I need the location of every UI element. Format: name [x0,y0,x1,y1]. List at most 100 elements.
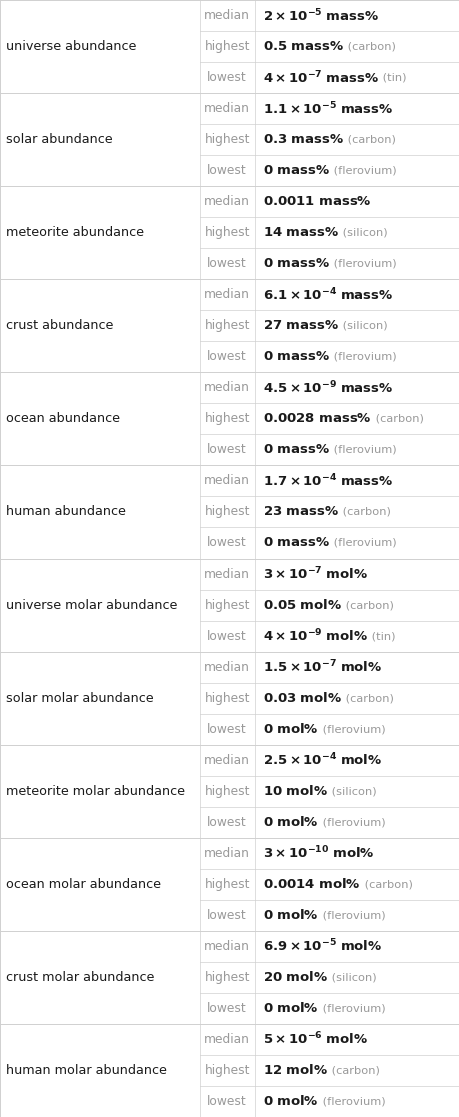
Text: $\mathbf{0\ mass\%}$: $\mathbf{0\ mass\%}$ [263,536,330,550]
Text: (flerovium): (flerovium) [330,259,397,269]
Text: $\mathbf{4 \times 10^{-7}}$ $\mathbf{mass\%}$: $\mathbf{4 \times 10^{-7}}$ $\mathbf{mas… [263,69,379,86]
Text: highest: highest [204,412,250,426]
Text: lowest: lowest [207,443,247,457]
Text: median: median [204,1033,250,1046]
Text: lowest: lowest [207,257,247,270]
Text: $\mathbf{2 \times 10^{-5}}$ $\mathbf{mass\%}$: $\mathbf{2 \times 10^{-5}}$ $\mathbf{mas… [263,7,379,23]
Text: (carbon): (carbon) [372,414,424,423]
Text: median: median [204,9,250,22]
Text: $\mathbf{1.5 \times 10^{-7}}$ $\mathbf{mol\%}$: $\mathbf{1.5 \times 10^{-7}}$ $\mathbf{m… [263,659,382,676]
Text: highest: highest [204,1065,250,1077]
Text: crust abundance: crust abundance [6,319,113,332]
Text: $\mathbf{0\ mass\%}$: $\mathbf{0\ mass\%}$ [263,351,330,363]
Text: median: median [204,475,250,487]
Text: median: median [204,567,250,581]
Text: (tin): (tin) [379,73,407,83]
Text: $\mathbf{0\ mol\%}$: $\mathbf{0\ mol\%}$ [263,1095,319,1108]
Text: $\mathbf{0.0014\ mol\%}$: $\mathbf{0.0014\ mol\%}$ [263,877,361,891]
Text: (flerovium): (flerovium) [330,538,397,548]
Text: median: median [204,381,250,394]
Text: $\mathbf{23\ mass\%}$: $\mathbf{23\ mass\%}$ [263,506,339,518]
Text: $\mathbf{0\ mass\%}$: $\mathbf{0\ mass\%}$ [263,257,330,270]
Text: median: median [204,288,250,302]
Text: median: median [204,102,250,115]
Text: solar molar abundance: solar molar abundance [6,691,153,705]
Text: $\mathbf{0\ mol\%}$: $\mathbf{0\ mol\%}$ [263,723,319,736]
Text: meteorite abundance: meteorite abundance [6,227,144,239]
Text: $\mathbf{6.1 \times 10^{-4}}$ $\mathbf{mass\%}$: $\mathbf{6.1 \times 10^{-4}}$ $\mathbf{m… [263,286,393,303]
Text: lowest: lowest [207,909,247,922]
Text: (silicon): (silicon) [328,973,376,982]
Text: $\mathbf{0\ mol\%}$: $\mathbf{0\ mol\%}$ [263,815,319,829]
Text: highest: highest [204,40,250,52]
Text: highest: highest [204,133,250,146]
Text: $\mathbf{12\ mol\%}$: $\mathbf{12\ mol\%}$ [263,1063,328,1078]
Text: crust molar abundance: crust molar abundance [6,971,154,984]
Text: median: median [204,195,250,208]
Text: (silicon): (silicon) [339,228,388,238]
Text: $\mathbf{0\ mass\%}$: $\mathbf{0\ mass\%}$ [263,443,330,457]
Text: highest: highest [204,319,250,332]
Text: (carbon): (carbon) [342,694,394,703]
Text: $\mathbf{5 \times 10^{-6}}$ $\mathbf{mol\%}$: $\mathbf{5 \times 10^{-6}}$ $\mathbf{mol… [263,1031,368,1048]
Text: human abundance: human abundance [6,506,125,518]
Text: $\mathbf{0.5\ mass\%}$: $\mathbf{0.5\ mass\%}$ [263,40,344,52]
Text: $\mathbf{6.9 \times 10^{-5}}$ $\mathbf{mol\%}$: $\mathbf{6.9 \times 10^{-5}}$ $\mathbf{m… [263,938,382,955]
Text: lowest: lowest [207,630,247,642]
Text: lowest: lowest [207,351,247,363]
Text: $\mathbf{14\ mass\%}$: $\mathbf{14\ mass\%}$ [263,227,339,239]
Text: median: median [204,939,250,953]
Text: $\mathbf{2.5 \times 10^{-4}}$ $\mathbf{mol\%}$: $\mathbf{2.5 \times 10^{-4}}$ $\mathbf{m… [263,752,382,768]
Text: lowest: lowest [207,164,247,178]
Text: highest: highest [204,878,250,890]
Text: highest: highest [204,691,250,705]
Text: $\mathbf{20\ mol\%}$: $\mathbf{20\ mol\%}$ [263,971,328,984]
Text: universe molar abundance: universe molar abundance [6,599,177,611]
Text: (flerovium): (flerovium) [319,910,386,920]
Text: (flerovium): (flerovium) [330,165,397,175]
Text: solar abundance: solar abundance [6,133,112,146]
Text: $\mathbf{0.03\ mol\%}$: $\mathbf{0.03\ mol\%}$ [263,691,342,705]
Text: (carbon): (carbon) [344,135,396,144]
Text: $\mathbf{0.0011\ mass\%}$: $\mathbf{0.0011\ mass\%}$ [263,195,372,208]
Text: $\mathbf{10\ mol\%}$: $\mathbf{10\ mol\%}$ [263,784,328,799]
Text: median: median [204,847,250,860]
Text: highest: highest [204,785,250,798]
Text: (flerovium): (flerovium) [319,1097,386,1107]
Text: human molar abundance: human molar abundance [6,1065,166,1077]
Text: lowest: lowest [207,723,247,736]
Text: $\mathbf{0.05\ mol\%}$: $\mathbf{0.05\ mol\%}$ [263,598,342,612]
Text: $\mathbf{4 \times 10^{-9}}$ $\mathbf{mol\%}$: $\mathbf{4 \times 10^{-9}}$ $\mathbf{mol… [263,628,368,645]
Text: ocean abundance: ocean abundance [6,412,119,426]
Text: (flerovium): (flerovium) [330,352,397,362]
Text: (silicon): (silicon) [328,786,376,796]
Text: ocean molar abundance: ocean molar abundance [6,878,161,890]
Text: (carbon): (carbon) [361,879,413,889]
Text: lowest: lowest [207,815,247,829]
Text: (flerovium): (flerovium) [319,724,386,734]
Text: lowest: lowest [207,1002,247,1015]
Text: $\mathbf{0.3\ mass\%}$: $\mathbf{0.3\ mass\%}$ [263,133,344,146]
Text: $\mathbf{3 \times 10^{-10}}$ $\mathbf{mol\%}$: $\mathbf{3 \times 10^{-10}}$ $\mathbf{mo… [263,844,375,861]
Text: $\mathbf{0\ mol\%}$: $\mathbf{0\ mol\%}$ [263,1002,319,1015]
Text: lowest: lowest [207,71,247,84]
Text: $\mathbf{1.1 \times 10^{-5}}$ $\mathbf{mass\%}$: $\mathbf{1.1 \times 10^{-5}}$ $\mathbf{m… [263,101,393,117]
Text: (carbon): (carbon) [328,1066,380,1076]
Text: (carbon): (carbon) [339,507,391,517]
Text: meteorite molar abundance: meteorite molar abundance [6,785,185,798]
Text: (silicon): (silicon) [339,321,388,331]
Text: $\mathbf{1.7 \times 10^{-4}}$ $\mathbf{mass\%}$: $\mathbf{1.7 \times 10^{-4}}$ $\mathbf{m… [263,472,393,489]
Text: $\mathbf{27\ mass\%}$: $\mathbf{27\ mass\%}$ [263,319,339,332]
Text: lowest: lowest [207,1095,247,1108]
Text: (flerovium): (flerovium) [319,1003,386,1013]
Text: highest: highest [204,506,250,518]
Text: (tin): (tin) [368,631,396,641]
Text: median: median [204,660,250,674]
Text: universe abundance: universe abundance [6,40,136,52]
Text: (carbon): (carbon) [342,600,394,610]
Text: highest: highest [204,599,250,611]
Text: $\mathbf{3 \times 10^{-7}}$ $\mathbf{mol\%}$: $\mathbf{3 \times 10^{-7}}$ $\mathbf{mol… [263,565,368,582]
Text: median: median [204,754,250,766]
Text: (flerovium): (flerovium) [330,445,397,455]
Text: highest: highest [204,227,250,239]
